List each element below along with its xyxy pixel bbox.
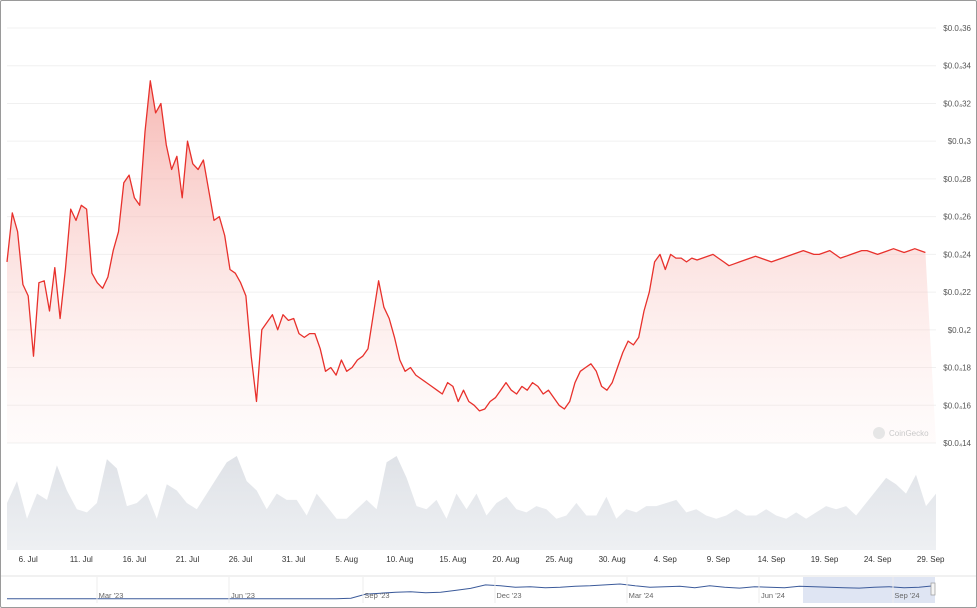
price-area bbox=[6, 80, 936, 444]
x-axis-labels: 6. Jul 11. Jul 16. Jul 21. Jul 26. Jul 31. Ju… bbox=[19, 555, 945, 564]
y-tick-label: $0.0₄16 bbox=[943, 401, 971, 410]
x-tick-label: 16. Jul bbox=[123, 555, 147, 564]
x-tick-label: 30. Aug bbox=[599, 555, 626, 564]
coingecko-watermark: CoinGecko bbox=[873, 427, 929, 439]
watermark-text: CoinGecko bbox=[889, 429, 929, 438]
x-tick-label: 19. Sep bbox=[811, 555, 839, 564]
y-tick-label: $0.0₄3 bbox=[948, 137, 972, 146]
price-area-fill bbox=[7, 80, 936, 444]
y-tick-label: $0.0₄24 bbox=[943, 250, 971, 259]
price-line bbox=[6, 80, 926, 412]
navigator-label: Sep '23 bbox=[364, 591, 389, 600]
coingecko-logo-icon bbox=[873, 427, 885, 439]
navigator-line bbox=[7, 583, 935, 600]
y-tick-label: $0.0₄2 bbox=[948, 326, 972, 335]
navigator-label: Dec '23 bbox=[496, 591, 521, 600]
navigator-label: Sep '24 bbox=[894, 591, 919, 600]
navigator-label: Mar '23 bbox=[99, 591, 124, 600]
y-tick-label: $0.0₄34 bbox=[943, 62, 971, 71]
y-tick-label: $0.0₄28 bbox=[943, 175, 971, 184]
navigator-label: Jun '23 bbox=[231, 591, 255, 600]
x-tick-label: 9. Sep bbox=[707, 555, 731, 564]
navigator-handle[interactable] bbox=[930, 582, 936, 596]
volume-area bbox=[7, 456, 936, 550]
navigator[interactable]: Mar '23 Jun '23 Sep '23 Dec '23 Mar '24 Jun '… bbox=[1, 575, 976, 603]
navigator-label: Jun '24 bbox=[761, 591, 785, 600]
y-tick-label: $0.0₄26 bbox=[943, 213, 971, 222]
x-tick-label: 24. Sep bbox=[864, 555, 892, 564]
navigator-label: Mar '24 bbox=[629, 591, 654, 600]
y-tick-label: $0.0₄32 bbox=[943, 99, 971, 108]
x-tick-label: 15. Aug bbox=[439, 555, 466, 564]
y-tick-label: $0.0₄14 bbox=[943, 439, 971, 448]
x-tick-label: 14. Sep bbox=[758, 555, 786, 564]
x-tick-label: 11. Jul bbox=[70, 555, 93, 564]
x-tick-label: 29. Sep bbox=[917, 555, 945, 564]
x-tick-label: 26. Jul bbox=[229, 555, 253, 564]
x-tick-label: 31. Jul bbox=[282, 555, 306, 564]
y-axis-labels: $0.0₄36 $0.0₄34 $0.0₄32 $0.0₄3 $0.0₄28 $0.0₄2… bbox=[943, 24, 971, 448]
x-tick-label: 20. Aug bbox=[492, 555, 519, 564]
x-tick-label: 5. Aug bbox=[335, 555, 358, 564]
x-tick-label: 6. Jul bbox=[19, 555, 38, 564]
x-tick-label: 21. Jul bbox=[176, 555, 200, 564]
x-tick-label: 4. Sep bbox=[654, 555, 678, 564]
y-tick-label: $0.0₄22 bbox=[943, 288, 971, 297]
y-tick-label: $0.0₄36 bbox=[943, 24, 971, 33]
volume-series bbox=[7, 456, 936, 550]
x-tick-label: 10. Aug bbox=[386, 555, 413, 564]
x-tick-label: 25. Aug bbox=[546, 555, 573, 564]
y-tick-label: $0.0₄18 bbox=[943, 364, 971, 373]
navigator-selection[interactable] bbox=[803, 577, 935, 603]
